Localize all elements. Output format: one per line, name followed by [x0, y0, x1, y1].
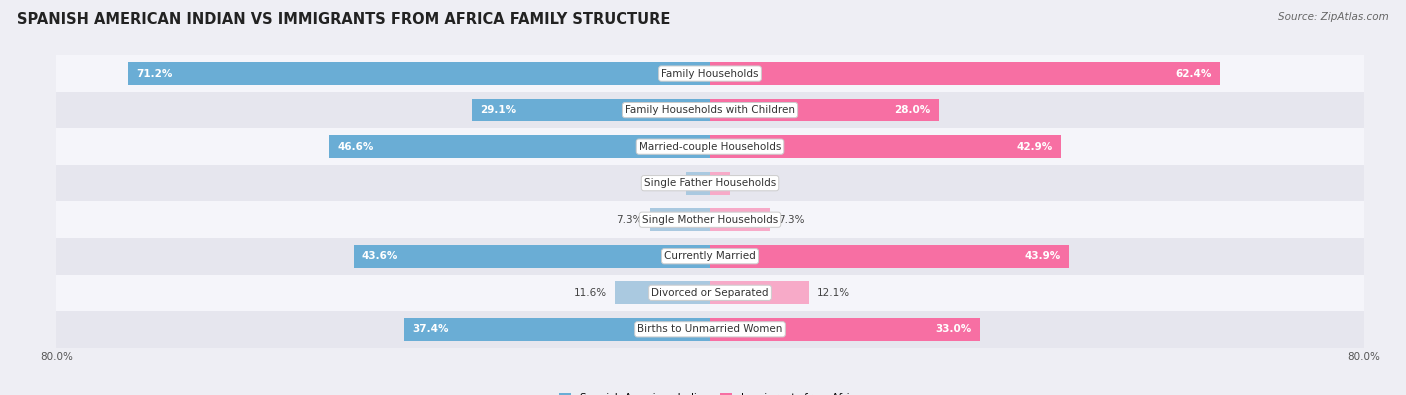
- Text: 2.9%: 2.9%: [651, 178, 678, 188]
- Text: 29.1%: 29.1%: [481, 105, 516, 115]
- Text: 33.0%: 33.0%: [935, 324, 972, 334]
- Bar: [329, 135, 710, 158]
- Text: 12.1%: 12.1%: [817, 288, 851, 298]
- Text: Single Mother Households: Single Mother Households: [643, 215, 778, 225]
- Bar: [56, 275, 1364, 311]
- Text: 62.4%: 62.4%: [1175, 69, 1212, 79]
- Bar: [710, 318, 980, 340]
- Text: 7.3%: 7.3%: [778, 215, 804, 225]
- Text: 7.3%: 7.3%: [616, 215, 643, 225]
- Bar: [56, 128, 1364, 165]
- Bar: [354, 245, 710, 267]
- Bar: [710, 209, 769, 231]
- Bar: [651, 209, 710, 231]
- Bar: [405, 318, 710, 340]
- Text: Single Father Households: Single Father Households: [644, 178, 776, 188]
- Legend: Spanish American Indian, Immigrants from Africa: Spanish American Indian, Immigrants from…: [554, 388, 866, 395]
- Text: 46.6%: 46.6%: [337, 142, 374, 152]
- Text: Family Households: Family Households: [661, 69, 759, 79]
- Bar: [128, 62, 710, 85]
- Text: Family Households with Children: Family Households with Children: [626, 105, 794, 115]
- Bar: [616, 282, 710, 304]
- Bar: [472, 99, 710, 121]
- Bar: [710, 245, 1069, 267]
- Text: SPANISH AMERICAN INDIAN VS IMMIGRANTS FROM AFRICA FAMILY STRUCTURE: SPANISH AMERICAN INDIAN VS IMMIGRANTS FR…: [17, 12, 671, 27]
- Text: 2.4%: 2.4%: [738, 178, 765, 188]
- Bar: [710, 172, 730, 194]
- Text: 43.9%: 43.9%: [1025, 251, 1060, 261]
- Text: 43.6%: 43.6%: [361, 251, 398, 261]
- Text: Married-couple Households: Married-couple Households: [638, 142, 782, 152]
- Bar: [710, 62, 1220, 85]
- Bar: [56, 55, 1364, 92]
- Bar: [56, 201, 1364, 238]
- Bar: [710, 282, 808, 304]
- Text: Births to Unmarried Women: Births to Unmarried Women: [637, 324, 783, 334]
- Text: Currently Married: Currently Married: [664, 251, 756, 261]
- Bar: [56, 92, 1364, 128]
- Text: Divorced or Separated: Divorced or Separated: [651, 288, 769, 298]
- Bar: [56, 165, 1364, 201]
- Bar: [56, 311, 1364, 348]
- Bar: [686, 172, 710, 194]
- Bar: [710, 135, 1060, 158]
- Bar: [710, 99, 939, 121]
- Text: 71.2%: 71.2%: [136, 69, 173, 79]
- Text: Source: ZipAtlas.com: Source: ZipAtlas.com: [1278, 12, 1389, 22]
- Text: 28.0%: 28.0%: [894, 105, 931, 115]
- Text: 37.4%: 37.4%: [412, 324, 449, 334]
- Text: 11.6%: 11.6%: [574, 288, 607, 298]
- Bar: [56, 238, 1364, 275]
- Text: 42.9%: 42.9%: [1017, 142, 1053, 152]
